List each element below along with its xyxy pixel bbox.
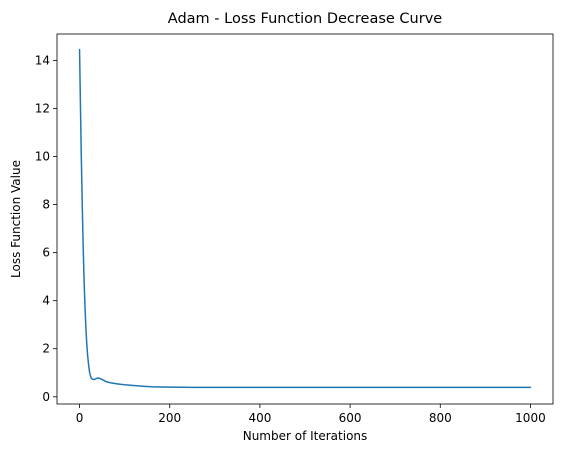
x-tick-label: 800 — [429, 411, 452, 425]
y-tick-label: 0 — [42, 390, 50, 404]
loss-series-line — [78, 48, 532, 389]
y-tick-label: 6 — [42, 246, 50, 260]
x-tick-label: 200 — [158, 411, 181, 425]
x-tick-label: 600 — [339, 411, 362, 425]
x-tick-label: 1000 — [515, 411, 546, 425]
y-axis: 0 2 4 6 8 10 12 14 — [35, 53, 57, 404]
x-axis-label: Number of Iterations — [243, 429, 368, 443]
x-tick-label: 0 — [76, 411, 84, 425]
plot-frame — [56, 33, 554, 405]
y-tick-label: 14 — [35, 53, 50, 67]
x-axis: 0 200 400 600 800 1000 — [76, 404, 546, 425]
y-tick-label: 8 — [42, 198, 50, 212]
y-axis-label: Loss Function Value — [9, 160, 23, 278]
chart-title: Adam - Loss Function Decrease Curve — [168, 11, 442, 27]
y-tick-label: 4 — [42, 294, 50, 308]
plot-area — [56, 33, 554, 405]
x-tick-label: 400 — [248, 411, 271, 425]
y-tick-label: 2 — [42, 342, 50, 356]
y-tick-label: 10 — [35, 150, 50, 164]
y-tick-label: 12 — [35, 101, 50, 115]
